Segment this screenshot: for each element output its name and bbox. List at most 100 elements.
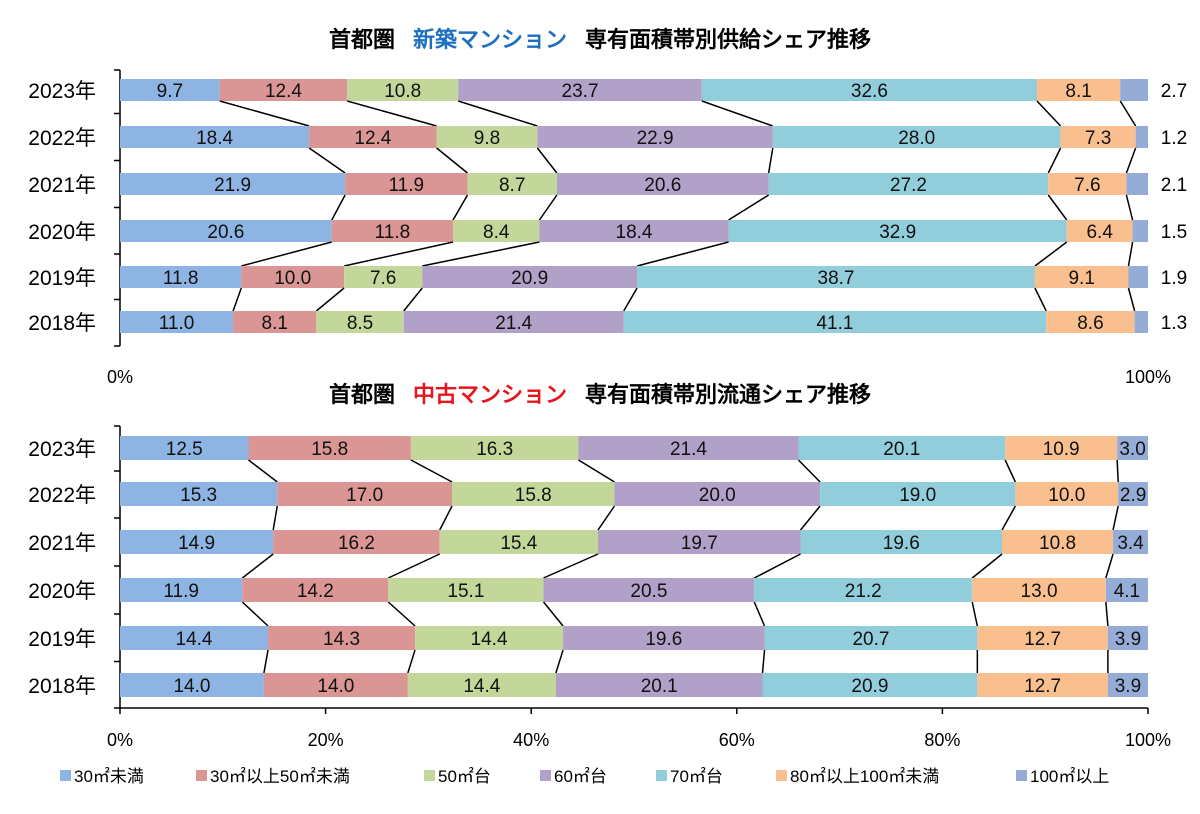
series-connector-line [1004,459,1017,483]
data-label: 2.7 [1161,81,1187,102]
data-label: 1.2 [1161,128,1187,149]
bar-segment [1135,126,1148,148]
bar-segment [120,173,346,195]
series-connector-line [536,147,558,174]
series-connector-line [555,649,564,674]
data-label: 22.9 [637,128,674,149]
bar-segment [972,578,1106,602]
data-label: 21.4 [495,313,532,334]
bar-segment [415,626,564,650]
series-connector-line [1116,459,1119,483]
series-connector-line [232,287,243,312]
data-label: 12.4 [354,128,391,149]
series-connector-line [387,553,441,579]
bar-segment [268,626,416,650]
series-connector-line [799,505,821,531]
legend-label: 70㎡台 [670,767,723,786]
data-label: 20.0 [699,485,736,506]
data-label: 20.1 [883,439,920,460]
bar-segment [120,311,234,333]
bar-segment [1002,530,1114,554]
data-label: 27.2 [890,175,927,196]
bar-segment [701,79,1037,101]
x-tick-label: 40% [513,730,549,750]
bar-segment [233,311,317,333]
data-label: 3.9 [1115,676,1141,697]
bar-segment [219,79,348,101]
data-label: 7.6 [1074,175,1100,196]
data-label: 6.4 [1086,222,1113,243]
bar-segment [120,126,310,148]
bar-segment [1118,482,1148,506]
chart-title-part: 中古マンション [413,382,567,407]
bar-segment [537,126,773,148]
legend-swatch [60,770,71,781]
bar-segment [977,626,1108,650]
data-label: 20.7 [852,629,889,650]
bar-segment [1105,578,1148,602]
bar-segment [754,578,973,602]
bar-segment [120,79,220,101]
data-label: 18.4 [196,128,233,149]
bar-segment [578,436,799,460]
series-connector-line [452,194,469,221]
chart-title: 首都圏 中古マンション 専有面積帯別流通シェア推移 [329,382,871,407]
data-label: 19.6 [883,533,920,554]
data-label: 20.6 [207,222,244,243]
series-connector-line [308,147,346,174]
data-label: 3.4 [1117,533,1144,554]
category-label: 2022年 [28,484,96,507]
legend-swatch [196,770,207,781]
series-connector-line [1127,241,1134,267]
series-connector-line [331,194,346,221]
bar-segment [1120,79,1148,101]
bar-segment [422,266,638,288]
series-connector-line [1047,194,1068,221]
series-connector-line [1105,601,1109,627]
data-label: 7.6 [370,268,396,289]
data-label: 9.7 [157,81,183,102]
bar-segment [273,530,440,554]
bar-segment [1048,173,1127,195]
series-connector-line [1047,147,1062,174]
bar-segment [120,673,264,697]
bar-segment [1117,436,1148,460]
data-label: 38.7 [818,268,855,289]
data-label: 21.9 [214,175,251,196]
category-label: 2021年 [28,532,96,555]
series-connector-line [315,287,345,312]
legend-swatch [656,770,667,781]
bar-segment [316,311,404,333]
data-label: 20.6 [644,175,681,196]
data-label: 7.3 [1085,128,1111,149]
bar-segment [614,482,821,506]
data-label: 15.8 [311,439,348,460]
bar-segment [388,578,544,602]
series-connector-line [597,505,616,531]
bar-segment [1113,530,1148,554]
bar-segment [798,436,1006,460]
x-tick-label: 20% [308,730,344,750]
series-connector-line [272,505,279,531]
bar-segment [762,673,978,697]
chart-title-part: 新築マンション [413,27,567,52]
series-connector-line [971,553,1003,579]
bar-segment [728,220,1067,242]
data-label: 11.0 [159,313,195,334]
data-label: 16.3 [476,439,513,460]
series-connector-line [797,459,821,483]
category-label: 2020年 [28,580,96,603]
x-tick-label: 0% [107,730,133,750]
data-label: 3.0 [1119,439,1145,460]
legend-label: 50㎡台 [438,767,491,786]
series-connector-line [248,459,278,483]
chart-title-part: 専有面積帯別流通シェア推移 [585,382,871,407]
series-connector-line [636,241,729,267]
category-label: 2023年 [28,80,96,103]
x-tick-label: 80% [924,730,960,750]
data-label: 18.4 [616,222,653,243]
bar-segment [1060,126,1136,148]
data-label: 14.9 [178,533,215,554]
data-label: 20.9 [511,268,548,289]
